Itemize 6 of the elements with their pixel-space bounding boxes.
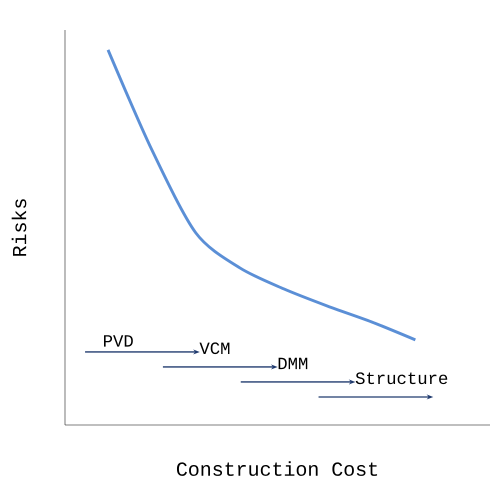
annotation: Structure bbox=[356, 372, 448, 384]
x-axis-title: Construction Cost bbox=[176, 461, 378, 476]
annotation: DMM bbox=[278, 358, 308, 370]
annotation: PVD bbox=[104, 335, 133, 347]
y-axis-title: Risks bbox=[12, 199, 26, 256]
annotation: VCM bbox=[199, 342, 230, 354]
